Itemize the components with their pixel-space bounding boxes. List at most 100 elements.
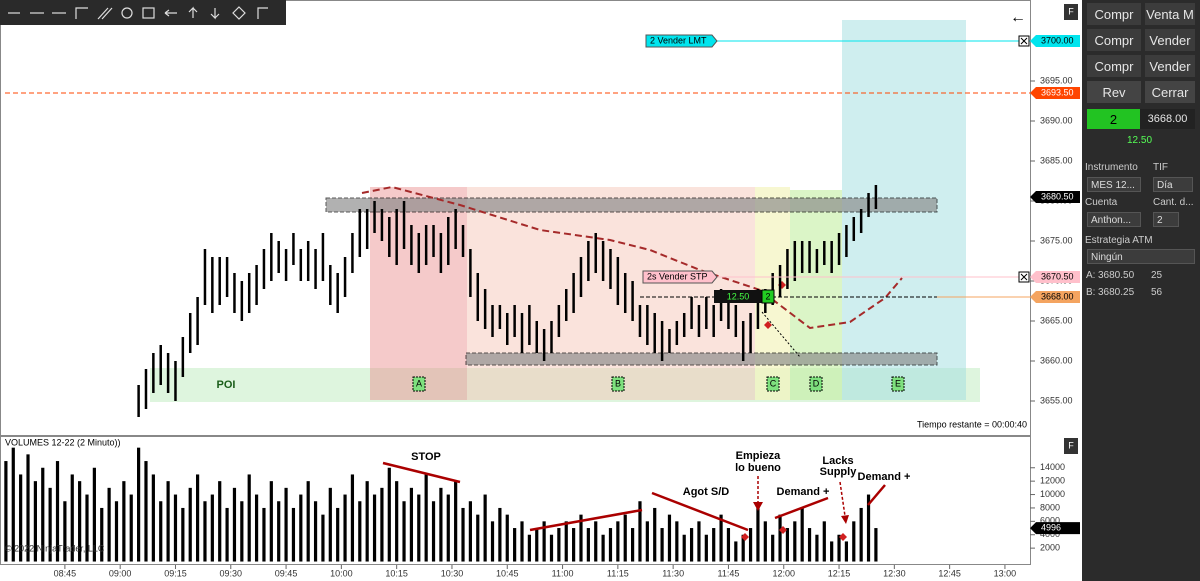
annotation: Demand + [777,486,830,498]
x-tick-label: 12:00 [772,568,795,578]
qty[interactable]: 2 [1087,109,1140,129]
x-tick-label: 12:30 [883,568,906,578]
volume-bar [350,474,355,562]
volume-bar [137,447,141,562]
volume-bar [549,534,554,562]
annotation: Demand + [858,471,911,483]
volume-bar [763,521,767,562]
volume-bar [365,481,369,562]
volume-bar [476,514,480,562]
x-tick-label: 10:15 [385,568,408,578]
annotation: Lacks [822,455,853,467]
x-tick-label: 11:15 [607,568,629,578]
timer: Tiempo restante = 00:00:40 [917,419,1027,429]
volume-bar [719,514,723,562]
y-tick-label: 8000 [1040,502,1060,512]
volume-bar [284,487,288,562]
field-label: Instrumento [1085,162,1138,173]
x-tick-label: 13:00 [994,568,1017,578]
panel-button[interactable]: Rev [1087,81,1141,103]
volume-bar [114,501,119,562]
volume-bar [262,507,266,562]
x-tick-label: 08:45 [54,568,77,578]
order-tag [642,270,718,284]
back-arrow[interactable]: ← [1010,9,1026,26]
volume-bar [424,474,428,562]
order-label: 2s Vender STP [647,271,708,281]
volume-bar [380,487,384,562]
panel-button[interactable]: Compr [1087,55,1141,77]
panel-button[interactable]: Compr [1087,29,1141,51]
quote: 25 [1151,270,1163,281]
f-button[interactable] [1064,4,1078,20]
volume-bar [144,461,148,562]
volume-badge-label: 4996 [1041,522,1061,532]
position-box [714,290,762,303]
f-label: F [1068,440,1074,450]
select[interactable]: Ningún [1087,249,1195,264]
zone-box [891,376,905,392]
volume-bar [203,501,207,562]
x-tick-label: 11:45 [718,568,740,578]
panel-button[interactable]: Compr [1087,3,1141,25]
select[interactable]: MES 12... [1087,177,1141,192]
volume-bar [41,467,45,562]
volume-bar [623,514,627,562]
volume-bar [55,461,60,562]
volume-bar [358,501,362,562]
volume-bar [277,501,281,562]
y-tick-label: 3690.00 [1040,115,1073,125]
x-tick-label: 12:45 [938,568,961,578]
volume-bar [306,481,310,562]
volume-bar [712,528,716,562]
zone-label: C [770,378,777,388]
volume-bar [513,528,517,562]
volume-bar [616,521,620,562]
panel-button[interactable]: Vender [1145,29,1195,51]
close-x [1020,37,1028,45]
position-pnl: 12.50 [727,291,750,301]
volume-bar [704,534,708,562]
panel-button[interactable]: Cerrar [1145,81,1195,103]
pnl: 12.50 [1127,135,1153,146]
volume-bar [815,534,819,562]
select[interactable]: Día [1153,177,1193,192]
zone-label: E [895,378,901,388]
y-tick-label: 3655.00 [1040,395,1073,405]
volume-bar [446,494,450,562]
price[interactable]: 3668.00 [1140,109,1195,129]
field-label: Cuenta [1085,197,1118,208]
volume-bar [822,521,826,562]
volume-bar [11,447,15,562]
volume-bar [586,528,590,562]
volume-bar [240,501,244,562]
select[interactable]: 2 [1153,212,1179,227]
x-tick-label: 10:00 [330,568,353,578]
f-button[interactable] [1064,438,1078,454]
volume-bar [564,521,568,562]
volume-bar [372,494,377,562]
volume-bar [785,528,790,562]
panel-button[interactable]: Vender [1145,55,1195,77]
field-label: Cant. d... [1153,197,1194,208]
position-qty-box [761,289,775,304]
price-badge-label: 3693.50 [1041,87,1074,97]
field-label: Estrategia ATM [1085,235,1153,246]
volume-drawings [382,461,886,541]
volume-bar [85,494,89,562]
price-badge-label: 3680.50 [1041,191,1074,201]
volume-bar [859,507,863,562]
volume-bar [78,481,82,562]
volume-bar [483,494,487,562]
volume-bar [26,454,30,562]
field-label: TIF [1153,162,1168,173]
toolbar-icons [8,6,268,20]
panel-button[interactable]: Venta M [1145,3,1195,25]
volume-bar [852,521,856,562]
y-tick-label: 6000 [1040,516,1060,526]
y-tick-label: 10000 [1040,489,1065,499]
volume-bar [505,514,509,562]
volume-bar [173,494,178,562]
select[interactable]: Anthon... [1087,212,1141,227]
